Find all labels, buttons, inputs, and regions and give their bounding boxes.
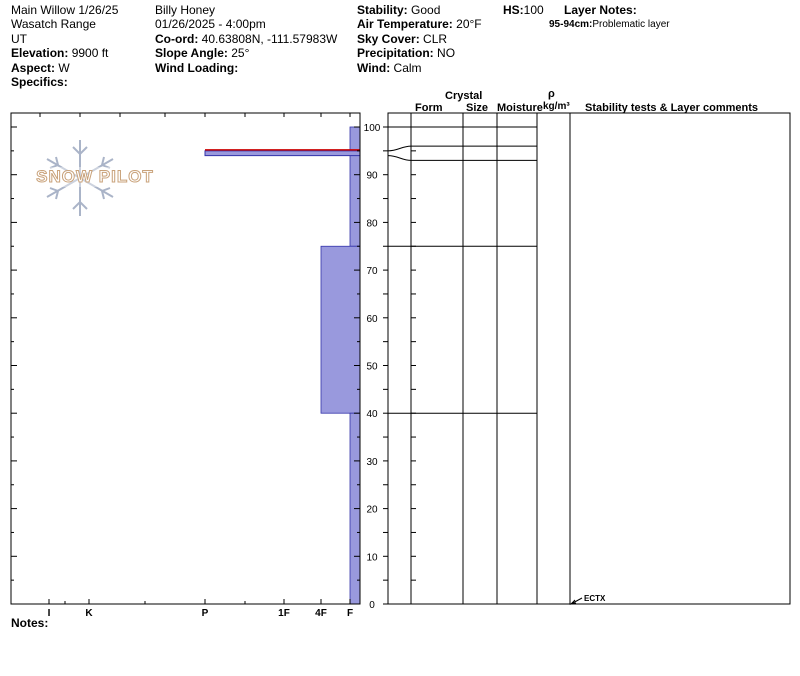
snowflake-icon (46, 140, 114, 216)
aspect: Aspect: W (11, 61, 70, 75)
stability: Stability: Good (357, 3, 440, 17)
coord-value: 40.63808N, -111.57983W (198, 32, 338, 46)
hardness-layer-bar (349, 126, 361, 247)
col-density-unit: kg/m³ (543, 101, 570, 112)
col-rho: ρ (548, 88, 555, 100)
air-temp-label: Air Temperature: (357, 17, 453, 31)
layer-note: 95-94cm:Problematic layer (549, 18, 670, 32)
depth-tick-label: 60 (366, 314, 378, 325)
hs-value: 100 (523, 3, 544, 17)
depth-tick-label: 10 (366, 552, 378, 563)
precipitation: Precipitation: NO (357, 46, 455, 60)
layer-connector-curve (387, 145, 412, 152)
sky-value: CLR (419, 32, 448, 46)
col-stability: Stability tests & Layer comments (585, 102, 759, 114)
hardness-tick-label: P (202, 608, 209, 619)
depth-tick-label: 20 (366, 505, 378, 516)
depth-tick-label: 0 (369, 600, 375, 611)
hardness-tick-label: I (48, 608, 51, 619)
coord-label: Co-ord: (155, 32, 199, 46)
hardness-tick-label: 1F (278, 608, 290, 619)
layer-note-depth: 95-94cm: (549, 19, 593, 30)
hardness-tick-label: 4F (315, 608, 327, 619)
hs: HS:100 (503, 3, 544, 17)
slope-angle: Slope Angle: 25° (155, 46, 249, 60)
aspect-label: Aspect: (11, 61, 56, 75)
specifics-label: Specifics: (11, 75, 68, 89)
wind: Wind: Calm (357, 61, 422, 75)
wind-loading-label: Wind Loading: (155, 61, 239, 75)
hs-label: HS: (503, 3, 524, 17)
datetime: 01/26/2025 - 4:00pm (155, 17, 266, 31)
layer-grid-frame (387, 112, 791, 605)
sky-cover: Sky Cover: CLR (357, 32, 447, 46)
test-pointer-arrow (569, 599, 577, 605)
aspect-value: W (55, 61, 70, 75)
notes-label: Notes: (11, 616, 49, 630)
sky-label: Sky Cover: (357, 32, 420, 46)
air-temp-value: 20°F (452, 17, 482, 31)
wind-value: Calm (390, 61, 422, 75)
air-temperature: Air Temperature: 20°F (357, 17, 482, 31)
elevation: Elevation: 9900 ft (11, 46, 108, 60)
logo-text: SNOW PILOT (32, 167, 158, 187)
stability-value: Good (407, 3, 441, 17)
col-size: Size (466, 102, 489, 114)
slope-label: Slope Angle: (155, 46, 228, 60)
hardness-plot-frame (10, 112, 361, 605)
col-moisture: Moisture (497, 102, 543, 114)
stability-label: Stability: (357, 3, 408, 17)
depth-tick-label: 100 (364, 123, 381, 134)
depth-tick-label: 90 (366, 171, 378, 182)
problem-layer-bar (204, 150, 361, 157)
snowpilot-logo: SNOW PILOT (30, 138, 160, 218)
range: Wasatch Range (11, 17, 96, 31)
depth-tick-label: 30 (366, 457, 378, 468)
depth-tick-label: 70 (366, 266, 378, 277)
hardness-layer-bar (320, 245, 361, 414)
elevation-value: 9900 ft (68, 46, 109, 60)
hardness-tick-label: F (347, 608, 353, 619)
elevation-label: Elevation: (11, 46, 69, 60)
layer-notes-label: Layer Notes: (564, 3, 637, 17)
precip-label: Precipitation: (357, 46, 434, 60)
observer: Billy Honey (155, 3, 216, 17)
layer-connector-curve (387, 155, 412, 161)
depth-tick-label: 40 (366, 409, 378, 420)
hardness-tick-label: K (85, 608, 93, 619)
state: UT (11, 32, 27, 46)
depth-tick-label: 80 (366, 218, 378, 229)
layer-note-text: Problematic layer (592, 19, 670, 30)
location: Main Willow 1/26/25 (11, 3, 119, 17)
col-form: Form (415, 102, 443, 114)
test-pointer (570, 597, 583, 605)
col-crystal: Crystal (445, 90, 483, 102)
precip-value: NO (433, 46, 456, 60)
depth-tick-label: 50 (366, 362, 378, 373)
wind-label: Wind: (357, 61, 391, 75)
coordinates: Co-ord: 40.63808N, -111.57983W (155, 32, 337, 46)
test-result-label: ECTX (584, 594, 606, 603)
slope-value: 25° (227, 46, 250, 60)
